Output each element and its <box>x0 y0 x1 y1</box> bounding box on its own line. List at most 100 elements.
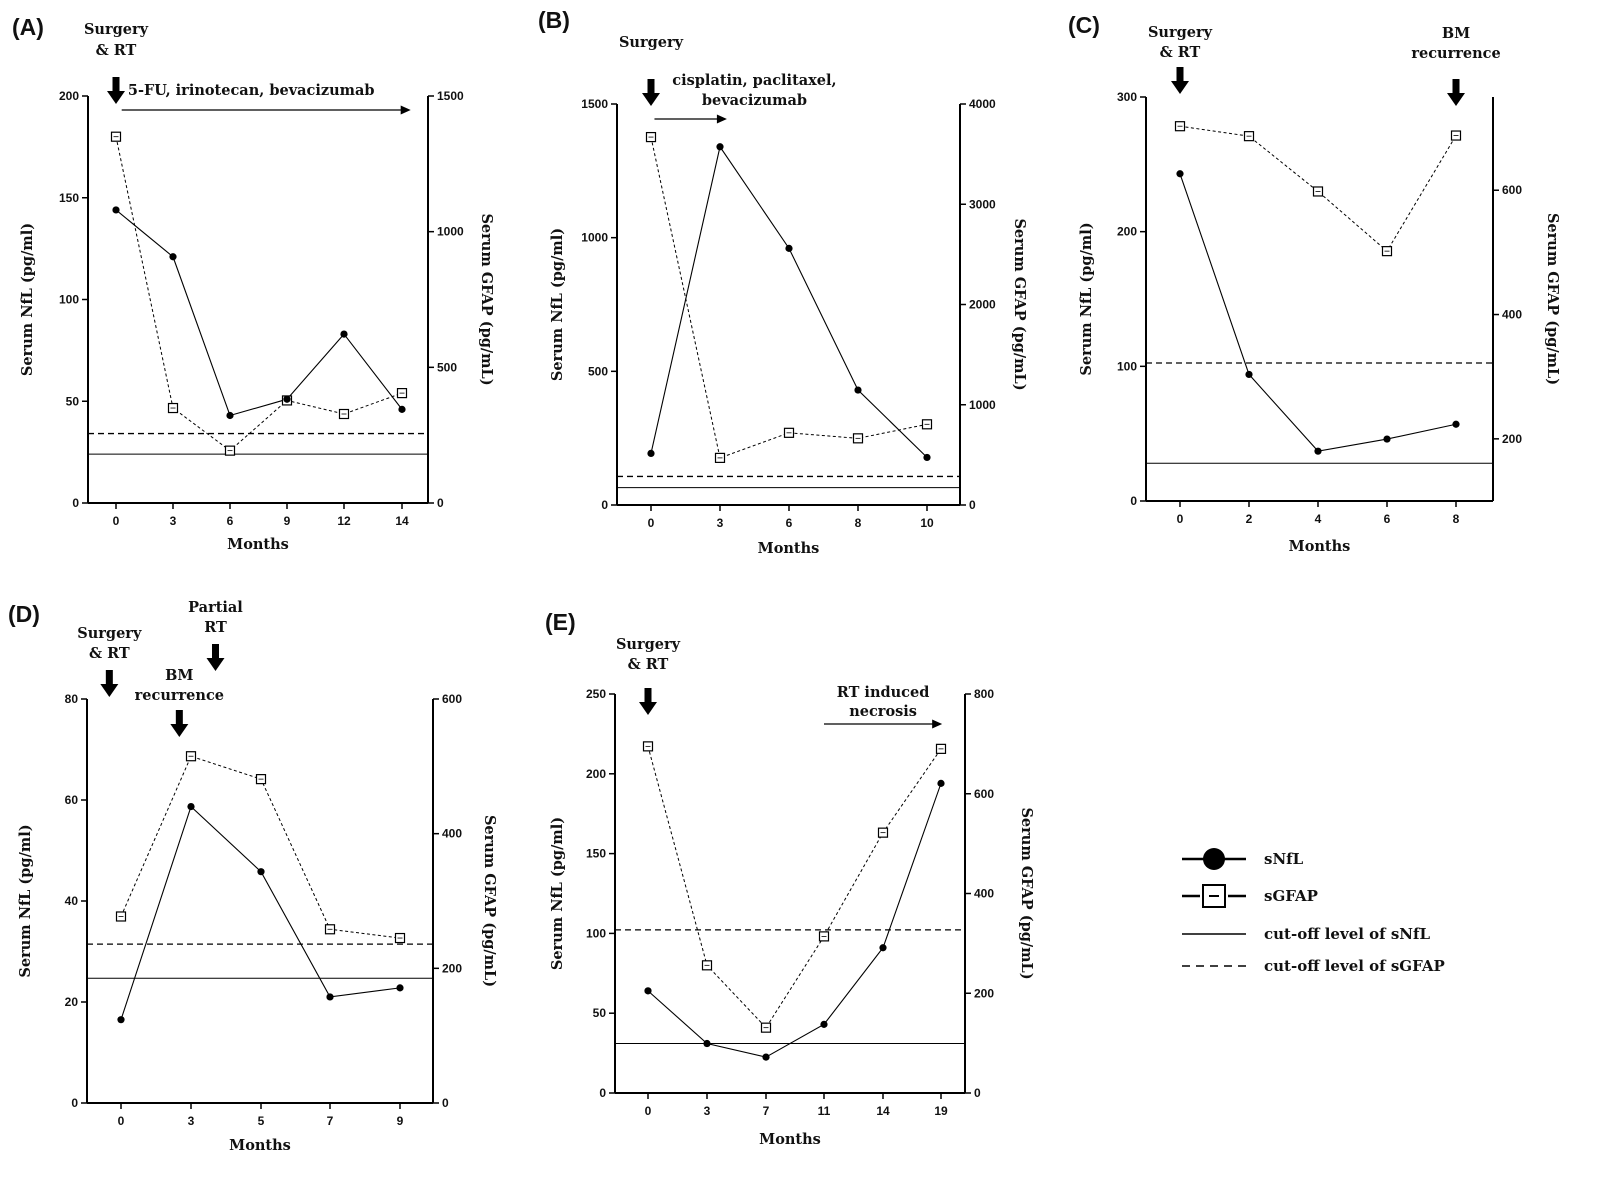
x-axis-title: Months <box>1289 538 1351 555</box>
point-snfl <box>1245 370 1253 379</box>
y-tick-label: 200 <box>586 767 606 781</box>
point-snfl <box>644 987 652 995</box>
series-line-sgfap <box>647 746 942 1029</box>
y-tick-label: 1500 <box>581 97 608 111</box>
point-snfl <box>396 984 404 992</box>
treatment-span-arrowhead <box>716 114 727 124</box>
axes <box>614 694 966 1094</box>
y2-tick-label: 0 <box>442 1096 449 1110</box>
panel-c: (C) 0 100 200 300 200 400 600 0 2 4 6 8 Months Serum N… <box>1068 12 1561 555</box>
x-tick-label: 3 <box>704 1104 711 1118</box>
y2-tick-label: 400 <box>974 887 994 901</box>
y2-axis-title: Serum GFAP (pg/mL) <box>481 815 498 987</box>
y-tick-label: 300 <box>1117 90 1137 104</box>
event-arrow-head <box>639 702 657 715</box>
event-arrow-shaft <box>112 77 120 91</box>
x-axis-title: Months <box>759 1131 821 1148</box>
event-label: & RT <box>628 656 669 673</box>
treatment-label: necrosis <box>849 703 917 720</box>
y-tick-label: 200 <box>1117 225 1137 239</box>
y-tick-label: 40 <box>65 894 79 908</box>
x-tick-label: 0 <box>1177 512 1184 526</box>
treatment-label: bevacizumab <box>702 92 807 109</box>
x-tick-label: 6 <box>786 516 793 530</box>
event-arrow-head <box>170 724 189 737</box>
y2-tick-label: 0 <box>969 498 976 512</box>
point-snfl <box>716 143 724 151</box>
y2-tick-label: 1500 <box>437 89 464 103</box>
y-tick-label: 200 <box>59 89 79 103</box>
x-tick-label: 10 <box>920 516 934 530</box>
legend-swatch-marker <box>1203 848 1225 870</box>
event-label: recurrence <box>1411 45 1500 62</box>
axes <box>87 96 429 504</box>
event-arrow-head <box>1171 81 1189 94</box>
x-tick-label: 8 <box>855 516 862 530</box>
y-tick-label: 150 <box>59 191 79 205</box>
event-label: RT <box>204 619 227 636</box>
y-axis-title: Serum NfL (pg/ml) <box>17 824 34 977</box>
point-snfl <box>257 868 265 876</box>
point-snfl <box>1176 170 1184 178</box>
y2-tick-label: 600 <box>442 692 462 706</box>
event-arrow-shaft <box>644 688 652 702</box>
y-axis-title: Serum NfL (pg/ml) <box>549 228 566 381</box>
event-arrow <box>107 77 125 104</box>
treatment-span-arrowhead <box>932 719 943 729</box>
point-snfl <box>1383 435 1391 443</box>
point-snfl <box>340 330 348 338</box>
event-arrow-head <box>100 684 119 697</box>
y2-tick-label: 800 <box>974 687 994 701</box>
x-tick-label: 5 <box>258 1114 265 1128</box>
event-arrow <box>170 710 189 737</box>
event-arrow-shaft <box>1176 67 1184 81</box>
point-snfl <box>112 206 120 214</box>
y-tick-label: 20 <box>65 995 79 1009</box>
event-label: Partial <box>188 599 243 616</box>
point-snfl <box>169 253 177 261</box>
treatment-span-arrowhead <box>400 105 411 115</box>
y-tick-label: 250 <box>586 687 606 701</box>
panel-a: (A) 0 50 100 150 200 0 500 1000 1500 0 3 6 9 12 14 Month… <box>12 14 495 553</box>
y-tick-label: 500 <box>588 364 608 378</box>
event-arrow-shaft <box>175 710 183 724</box>
event-arrow <box>100 670 119 697</box>
event-arrow-head <box>1447 93 1465 106</box>
y2-tick-label: 400 <box>442 827 462 841</box>
y-tick-label: 80 <box>65 692 79 706</box>
panel-label: (A) <box>12 14 44 40</box>
point-snfl <box>187 802 195 811</box>
x-tick-label: 7 <box>327 1114 334 1128</box>
y2-tick-label: 200 <box>1502 432 1522 446</box>
axes <box>616 104 961 506</box>
point-snfl <box>854 386 862 394</box>
axes <box>1145 97 1494 502</box>
point-snfl <box>762 1053 770 1061</box>
x-axis-title: Months <box>227 536 289 553</box>
legend-item-gfap_cut: cut-off level of sGFAP <box>1182 957 1445 975</box>
panel-d: (D) 0 20 40 60 80 0 200 400 600 0 3 5 7 9 Months Serum N… <box>8 599 498 1154</box>
x-tick-label: 11 <box>818 1104 831 1118</box>
event-label: Surgery <box>84 21 149 38</box>
y-tick-label: 1000 <box>581 231 608 245</box>
point-snfl <box>785 244 793 252</box>
series-line-snfl <box>647 783 942 1058</box>
x-tick-label: 0 <box>648 516 655 530</box>
series-line-snfl <box>1179 173 1457 452</box>
event-label: Surgery <box>77 625 142 642</box>
y-axis-title: Serum NfL (pg/ml) <box>549 817 566 970</box>
y-axis-title: Serum NfL (pg/ml) <box>1078 222 1095 375</box>
event-label: Surgery <box>619 34 684 51</box>
y-tick-label: 0 <box>599 1086 606 1100</box>
y-tick-label: 150 <box>586 847 606 861</box>
point-snfl <box>937 779 945 787</box>
point-snfl <box>326 993 334 1001</box>
series-line-snfl <box>120 805 401 1020</box>
y-tick-label: 0 <box>1130 494 1137 508</box>
panel-label: (B) <box>538 7 570 33</box>
y-tick-label: 0 <box>71 1096 78 1110</box>
legend-label: sNfL <box>1264 850 1304 868</box>
y2-tick-label: 2000 <box>969 298 996 312</box>
event-arrow-shaft <box>1452 79 1460 93</box>
legend-item-gfap: sGFAP <box>1182 884 1318 908</box>
